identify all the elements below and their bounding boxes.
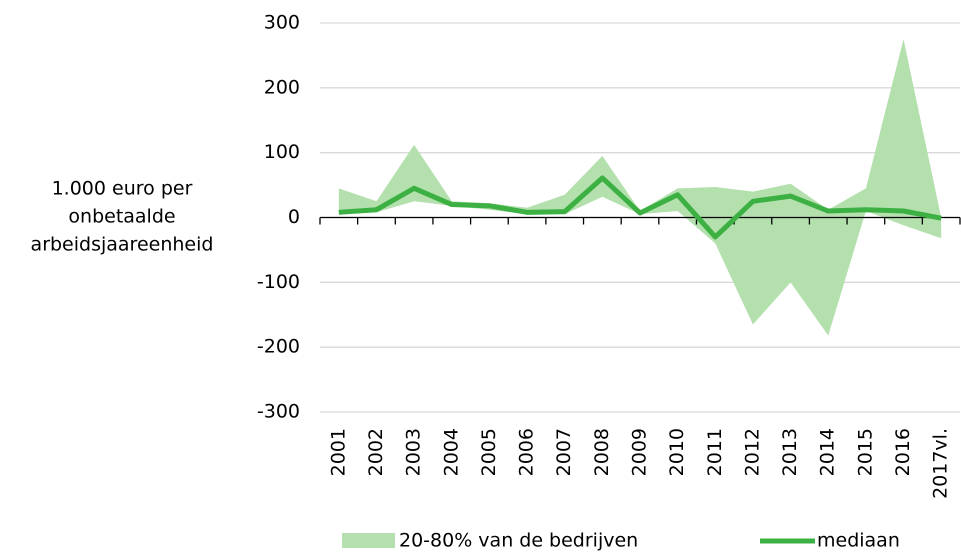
y-tick-label: -200 (257, 336, 300, 358)
x-tick-label: 2002 (365, 428, 387, 476)
x-tick-label: 2015 (854, 428, 876, 476)
x-tick-label: 2010 (666, 428, 688, 476)
x-tick-label: 2005 (478, 428, 500, 476)
band-area (338, 39, 942, 336)
legend-label: 20-80% van de bedrijven (399, 530, 638, 552)
y-tick-label: 200 (264, 76, 300, 98)
x-tick-label: 2003 (403, 428, 425, 476)
x-tick-label: 2007 (553, 428, 575, 476)
x-tick-label: 2004 (440, 428, 462, 476)
legend-label: mediaan (817, 530, 900, 552)
y-axis-title-line: 1.000 euro per (52, 178, 193, 200)
x-tick-label: 2017vl. (930, 428, 952, 499)
y-tick-label: 300 (264, 12, 300, 34)
y-tick-label: 0 (288, 206, 300, 228)
median-line (338, 175, 942, 240)
x-tick-label: 2006 (516, 428, 538, 476)
x-tick-label: 2009 (629, 428, 651, 476)
x-tick-label: 2001 (327, 428, 349, 476)
y-axis-title-line: arbeidsjaareenheid (31, 234, 214, 256)
x-tick-label: 2016 (892, 428, 914, 476)
x-tick-label: 2011 (704, 428, 726, 476)
x-tick-label: 2012 (741, 428, 763, 476)
x-tick-label: 2014 (817, 428, 839, 476)
y-axis-title-line: onbetaalde (68, 206, 175, 228)
x-tick-label: 2008 (591, 428, 613, 476)
y-tick-label: 100 (264, 141, 300, 163)
x-tick-label: 2013 (779, 428, 801, 476)
y-axis-title: 1.000 euro per onbetaalde arbeidsjaareen… (31, 178, 214, 256)
y-tick-label: -100 (257, 271, 300, 293)
legend-swatch (342, 533, 395, 548)
y-tick-label: -300 (257, 401, 300, 423)
